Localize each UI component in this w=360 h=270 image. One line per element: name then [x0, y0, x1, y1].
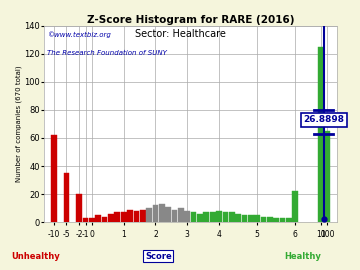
Text: The Research Foundation of SUNY: The Research Foundation of SUNY	[47, 50, 167, 56]
Bar	[242, 215, 247, 222]
Bar	[273, 218, 279, 222]
Bar	[235, 214, 241, 222]
Text: Healthy: Healthy	[284, 252, 321, 261]
Bar	[324, 131, 330, 222]
Bar	[286, 218, 292, 222]
Bar	[89, 218, 95, 222]
Bar	[292, 191, 298, 222]
Bar	[197, 214, 203, 222]
Bar	[146, 208, 152, 222]
Text: Score: Score	[145, 252, 172, 261]
Bar	[172, 210, 177, 222]
Bar	[210, 212, 216, 222]
Bar	[254, 215, 260, 222]
Bar	[153, 205, 158, 222]
Bar	[127, 210, 133, 222]
Bar	[280, 218, 285, 222]
Bar	[184, 211, 190, 222]
Text: Unhealthy: Unhealthy	[12, 252, 60, 261]
Bar	[216, 211, 222, 222]
Bar	[134, 211, 139, 222]
Bar	[248, 215, 254, 222]
Bar	[102, 217, 107, 222]
Bar	[229, 212, 235, 222]
Bar	[114, 212, 120, 222]
Bar	[159, 204, 165, 222]
Bar	[222, 212, 228, 222]
Bar	[83, 218, 88, 222]
Text: Sector: Healthcare: Sector: Healthcare	[135, 29, 225, 39]
Bar	[178, 208, 184, 222]
Bar	[165, 207, 171, 222]
Bar	[203, 212, 209, 222]
Bar	[191, 212, 197, 222]
Bar	[108, 214, 114, 222]
Y-axis label: Number of companies (670 total): Number of companies (670 total)	[15, 66, 22, 182]
Bar	[140, 210, 145, 222]
Bar	[261, 217, 266, 222]
Bar	[121, 212, 126, 222]
Title: Z-Score Histogram for RARE (2016): Z-Score Histogram for RARE (2016)	[87, 15, 294, 25]
Text: ©www.textbiz.org: ©www.textbiz.org	[47, 32, 111, 38]
Bar	[267, 217, 273, 222]
Bar	[318, 47, 324, 222]
Bar	[76, 194, 82, 222]
Bar	[95, 215, 101, 222]
Bar	[64, 173, 69, 222]
Text: 26.8898: 26.8898	[303, 115, 345, 124]
Bar	[51, 135, 57, 222]
